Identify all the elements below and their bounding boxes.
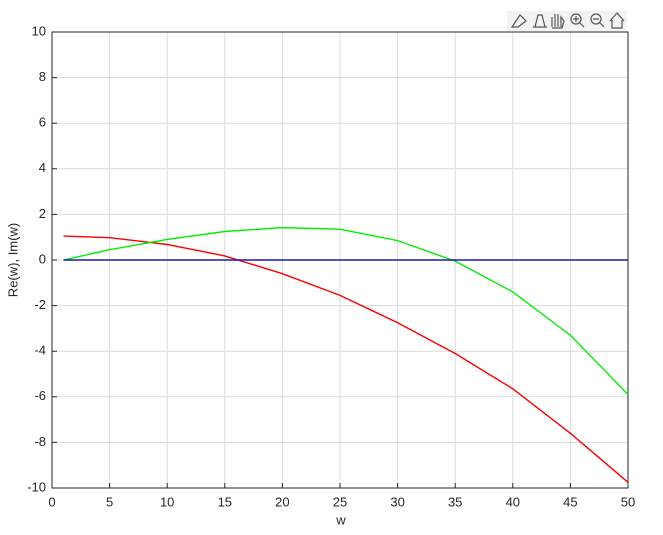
pan-icon[interactable]	[551, 14, 565, 29]
toolbar-bg	[507, 11, 627, 31]
x-tick-label: 20	[275, 494, 289, 509]
x-tick-label: 15	[218, 494, 232, 509]
x-axis-label: w	[335, 512, 346, 527]
y-tick-label: -2	[34, 297, 46, 312]
y-tick-label: -6	[34, 388, 46, 403]
x-tick-label: 0	[48, 494, 55, 509]
x-tick-label: 10	[160, 494, 174, 509]
line-series	[63, 235, 629, 483]
y-axis-label: Re(w), Im(w)	[5, 223, 20, 297]
y-tick-label: -8	[34, 434, 46, 449]
x-tick-label: 25	[333, 494, 347, 509]
zoom-in-icon[interactable]	[570, 13, 585, 28]
x-tick-label: 30	[390, 494, 404, 509]
x-tick-label: 45	[563, 494, 577, 509]
x-tick-label: 50	[621, 494, 635, 509]
data-tip-icon[interactable]	[533, 14, 547, 28]
y-tick-label: 4	[39, 160, 46, 175]
toolbar	[507, 11, 627, 31]
y-tick-label: -4	[34, 343, 46, 358]
y-tick-label: -10	[27, 479, 46, 494]
y-tick-label: 10	[32, 23, 46, 38]
x-tick-label: 40	[506, 494, 520, 509]
x-tick-label: 5	[106, 494, 113, 509]
brush-icon[interactable]	[510, 14, 527, 28]
zoom-out-icon[interactable]	[590, 13, 605, 28]
y-tick-label: 2	[39, 206, 46, 221]
y-tick-label: 0	[39, 251, 46, 266]
y-tick-label: 8	[39, 69, 46, 84]
home-icon[interactable]	[609, 12, 625, 29]
x-tick-label: 35	[448, 494, 462, 509]
line-series	[63, 226, 629, 396]
y-tick-label: 6	[39, 115, 46, 130]
